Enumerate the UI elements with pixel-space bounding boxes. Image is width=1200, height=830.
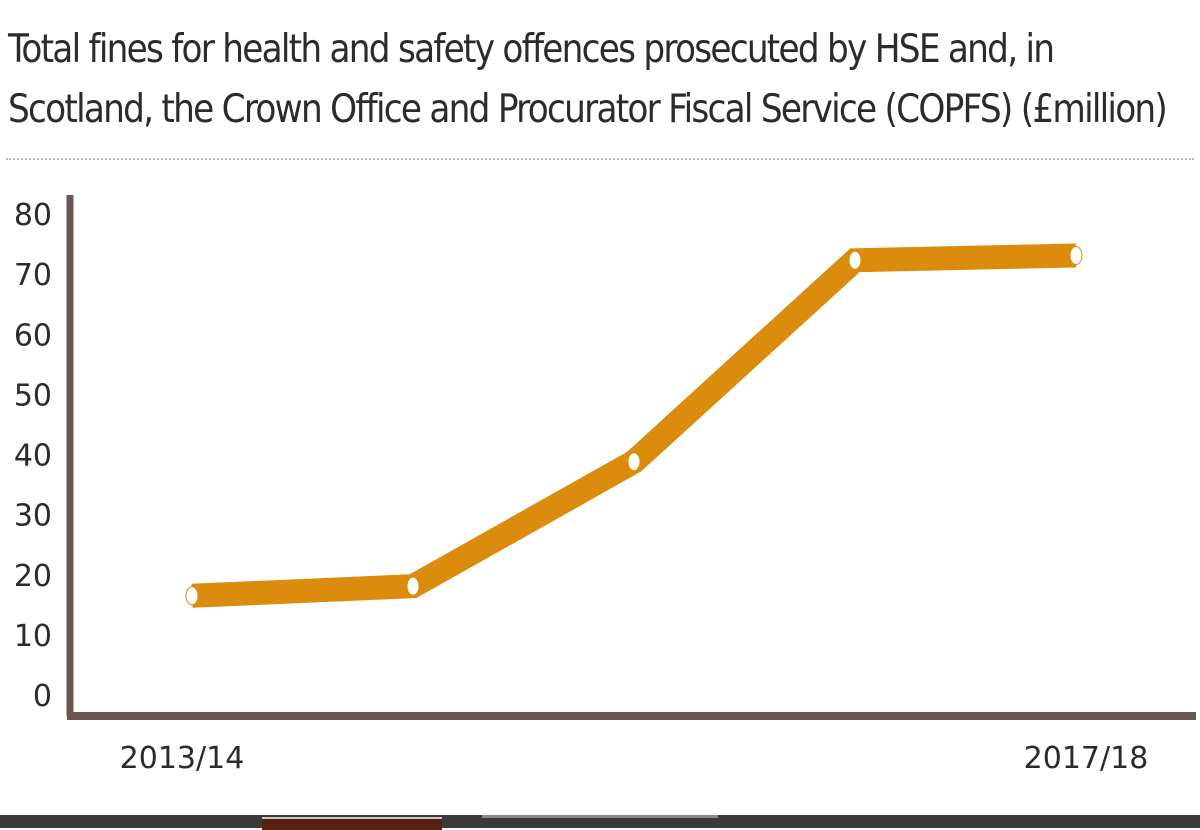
y-tick-label: 20 (14, 559, 52, 594)
y-tick-label: 70 (14, 258, 52, 293)
bottom-tab[interactable] (262, 817, 442, 830)
x-axis-ticks: 2013/14 2017/18 (120, 741, 1149, 776)
y-tick-label: 0 (33, 679, 52, 714)
series-total-fines (185, 243, 1083, 608)
chart-title-line-1: Total fines for health and safety offenc… (8, 27, 1055, 72)
data-point (627, 452, 641, 472)
data-point (1069, 245, 1083, 265)
y-tick-label: 80 (14, 198, 52, 233)
x-tick-label: 2017/18 (1024, 741, 1149, 776)
chart-title-line-2: Scotland, the Crown Office and Procurato… (8, 87, 1168, 132)
y-tick-label: 30 (14, 499, 52, 534)
title-divider (6, 158, 1194, 160)
series-line (191, 243, 1077, 608)
y-tick-label: 10 (14, 619, 52, 654)
y-tick-label: 60 (14, 318, 52, 353)
data-point (406, 576, 420, 596)
y-tick-label: 50 (14, 378, 52, 413)
bottom-bar (0, 815, 1200, 830)
x-tick-label: 2013/14 (120, 741, 245, 776)
data-point (185, 586, 199, 606)
y-axis-ticks: 0 10 20 30 40 50 60 70 80 (14, 198, 52, 714)
chart-title: Total fines for health and safety offenc… (8, 20, 1168, 140)
scrollbar-thumb[interactable] (482, 815, 718, 818)
y-tick-label: 40 (14, 439, 52, 474)
data-point (848, 250, 862, 270)
